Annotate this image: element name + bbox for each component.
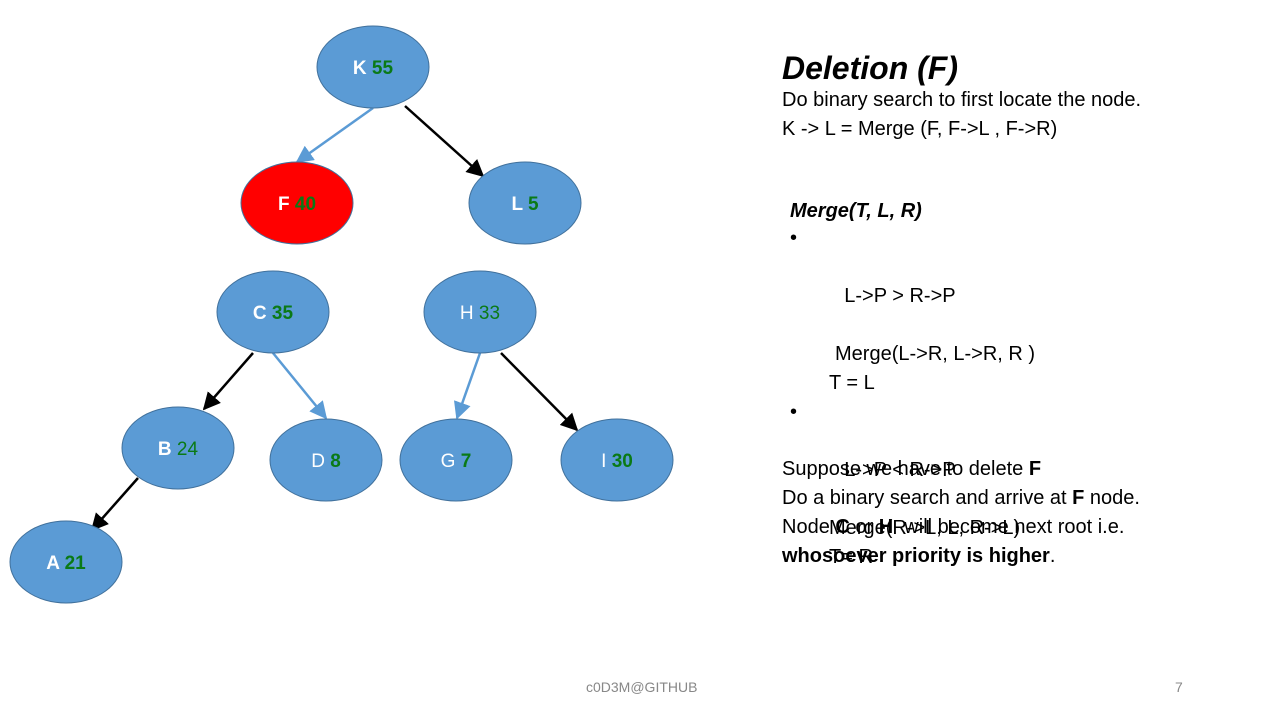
node-label: F 40 (278, 194, 316, 215)
explanation-line-1: Suppose we have to delete F (782, 455, 1140, 484)
case1-call: Merge(L->R, L->R, R ) (835, 343, 1036, 365)
node-shape (216, 270, 330, 354)
node-label: L 5 (511, 194, 539, 215)
bullet-icon: • (790, 227, 798, 249)
node-priority: 7 (461, 451, 472, 472)
deletion-panel: Deletion (F) Do binary search to first l… (782, 50, 1252, 144)
case2-assign: T= R (829, 546, 873, 568)
node-shape (560, 418, 674, 502)
node-priority: 55 (372, 58, 394, 79)
case1-assign: T = L (829, 372, 875, 394)
node-label: I 30 (601, 451, 633, 472)
node-priority: 21 (65, 553, 87, 574)
node-key: A (46, 553, 64, 574)
edge-c-b (202, 352, 254, 411)
slide-title: Deletion (F) (782, 50, 958, 86)
node-i: I 30 (560, 418, 674, 502)
node-h: H 33 (423, 270, 537, 354)
explanation-line-3: Node C or H will become next root i.e. (782, 513, 1140, 542)
node-label: A 21 (46, 553, 86, 574)
node-key: B (158, 439, 177, 460)
node-shape (316, 25, 430, 109)
text: . (1049, 545, 1056, 567)
merge-call-line: K -> L = Merge (F, F->L , F->R) (782, 118, 1058, 140)
node-shape (9, 520, 123, 604)
case1-text: L->P > R->P (844, 285, 956, 307)
node-label: C 35 (253, 303, 294, 324)
node-key: G (441, 451, 461, 472)
node-f: F 40 (240, 161, 354, 245)
edge-b-a (90, 477, 139, 532)
case2-call: Merge(R->L, L, R->L) (829, 517, 1021, 539)
node-label: K 55 (353, 58, 394, 79)
node-ref: C (835, 516, 850, 538)
node-ref: H (878, 516, 894, 538)
node-shape (468, 161, 582, 245)
text: node. (1084, 487, 1140, 509)
case2-condition: • L->P < R->P (790, 398, 1035, 514)
text: or (849, 516, 879, 538)
node-key: K (353, 58, 372, 79)
footer-credit: c0D3M@GITHUB (586, 679, 698, 695)
node-label: D 8 (311, 451, 341, 472)
edge-k-f (295, 106, 374, 164)
node-label: B 24 (158, 439, 199, 460)
edge-k-l (404, 105, 485, 178)
page-number: 7 (1175, 679, 1183, 695)
text: will become next root i.e. (893, 516, 1125, 538)
node-l: L 5 (468, 161, 582, 245)
intro-line: Do binary search to first locate the nod… (782, 89, 1142, 111)
explanation-block: Suppose we have to delete F Do a binary … (782, 455, 1140, 571)
text: Do a binary search and arrive at (782, 487, 1073, 509)
node-d: D 8 (269, 418, 383, 502)
node-key: C (253, 303, 272, 324)
node-priority: 40 (295, 194, 316, 215)
explanation-line-4: whosoever priority is higher. (782, 542, 1140, 571)
node-label: H 33 (460, 303, 500, 324)
merge-title: Merge(T, L, R) (790, 200, 922, 222)
node-shape (269, 418, 383, 502)
node-key: H (460, 303, 479, 324)
node-key: D (311, 451, 330, 472)
node-b: B 24 (121, 406, 235, 490)
edge-h-g (454, 352, 482, 420)
node-ref: F (1028, 458, 1042, 480)
node-shape (399, 418, 513, 502)
node-priority: 33 (479, 303, 500, 324)
bullet-icon: • (790, 401, 798, 423)
node-shape (240, 161, 354, 245)
node-k: K 55 (316, 25, 430, 109)
edge-c-d (272, 352, 328, 420)
node-key: F (278, 194, 295, 215)
node-priority: 24 (177, 439, 199, 460)
text: Node (782, 516, 836, 538)
node-priority: 8 (330, 451, 341, 472)
node-ref: F (1072, 487, 1085, 509)
node-c: C 35 (216, 270, 330, 354)
node-label: G 7 (441, 451, 472, 472)
text: Suppose we have to delete (782, 458, 1029, 480)
edge-h-i (500, 352, 579, 432)
case1-condition: • L->P > R->P (790, 224, 1035, 340)
node-priority: 5 (528, 194, 539, 215)
node-key: L (511, 194, 528, 215)
merge-pseudocode: Merge(T, L, R) • L->P > R->P Merge(L->R,… (790, 198, 1035, 572)
node-shape (121, 406, 235, 490)
conclusion: whosoever priority is higher (782, 545, 1050, 567)
node-priority: 30 (612, 451, 633, 472)
explanation-line-2: Do a binary search and arrive at F node. (782, 484, 1140, 513)
node-a: A 21 (9, 520, 123, 604)
node-priority: 35 (272, 303, 294, 324)
node-shape (423, 270, 537, 354)
node-key: I (601, 451, 612, 472)
node-g: G 7 (399, 418, 513, 502)
case2-text: L->P < R->P (844, 459, 956, 481)
